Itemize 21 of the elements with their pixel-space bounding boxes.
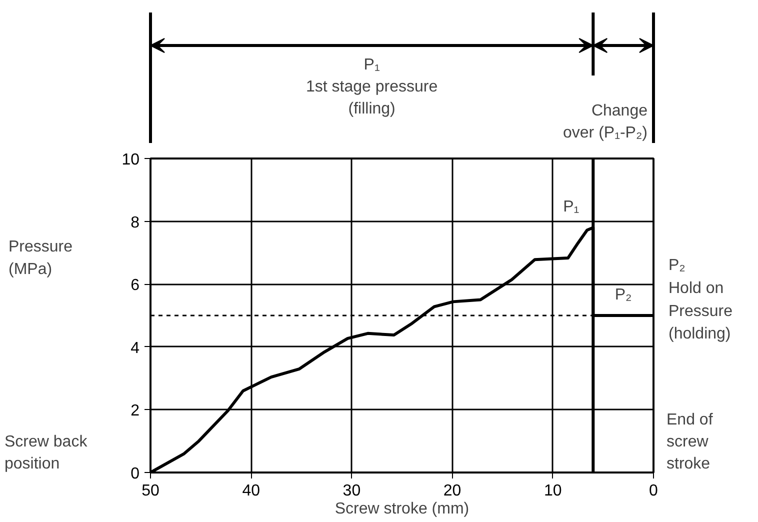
y-tick-label: 8 (130, 214, 140, 232)
text: Change over (P₁-P₂) (562, 102, 648, 142)
y-axis-title: Pressure (MPa) (8, 238, 73, 278)
annotation: P₂ (614, 286, 632, 304)
x-tick-label: 10 (544, 482, 562, 500)
text: P₂ Hold on Pressure (holding) (668, 256, 733, 343)
y-tick-label: 4 (130, 340, 140, 357)
text: Screw back position (4, 433, 88, 472)
x-tick-label: 40 (242, 482, 260, 500)
annotation: P₁ (563, 198, 580, 216)
y-tick-label: 0 (130, 466, 140, 482)
x-tick-label: 30 (342, 482, 361, 500)
y-tick-label: 6 (130, 277, 140, 294)
y-tick-label: 2 (130, 402, 140, 420)
text: End of screw stroke (666, 411, 714, 472)
x-tick-label: 50 (142, 482, 160, 500)
y-tick-label: 10 (122, 152, 140, 168)
text: P₁ 1st stage pressure (filling) (306, 56, 438, 118)
x-axis-title: Screw stroke (mm) (334, 500, 470, 518)
x-tick-label: 20 (443, 482, 462, 500)
x-tick-label: 0 (649, 482, 658, 500)
